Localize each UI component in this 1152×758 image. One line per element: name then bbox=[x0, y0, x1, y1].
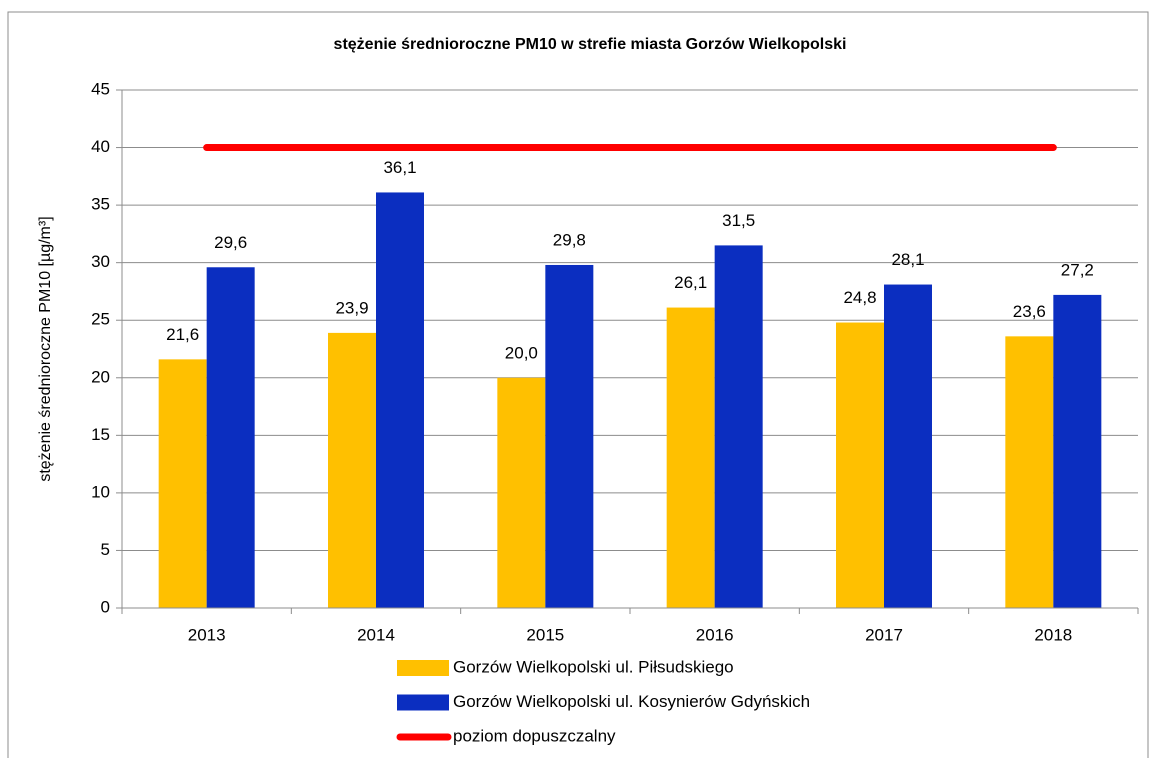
legend-label: Gorzów Wielkopolski ul. Kosynierów Gdyńs… bbox=[453, 692, 810, 711]
bar bbox=[1053, 294, 1102, 608]
y-tick-label: 15 bbox=[91, 425, 110, 444]
x-tick-label: 2014 bbox=[357, 625, 395, 644]
chart-title: stężenie średnioroczne PM10 w strefie mi… bbox=[334, 36, 847, 53]
x-tick-label: 2013 bbox=[188, 625, 226, 644]
x-tick-label: 2015 bbox=[526, 625, 564, 644]
data-label: 31,5 bbox=[722, 211, 755, 230]
data-label: 20,0 bbox=[505, 343, 538, 362]
data-label: 24,8 bbox=[843, 288, 876, 307]
legend-swatch bbox=[397, 694, 449, 711]
legend-swatch bbox=[397, 660, 449, 676]
data-label: 21,6 bbox=[166, 325, 199, 344]
y-tick-label: 5 bbox=[101, 540, 110, 559]
x-tick-label: 2017 bbox=[865, 625, 903, 644]
bar bbox=[545, 264, 594, 608]
x-tick-label: 2016 bbox=[696, 625, 734, 644]
bar bbox=[376, 192, 424, 608]
bar bbox=[666, 307, 715, 608]
bar bbox=[158, 359, 207, 608]
y-tick-label: 45 bbox=[91, 79, 110, 98]
bar bbox=[206, 267, 255, 608]
bar bbox=[714, 245, 763, 608]
data-label: 28,1 bbox=[891, 250, 924, 269]
legend-label: Gorzów Wielkopolski ul. Piłsudskiego bbox=[453, 657, 734, 676]
y-tick-label: 10 bbox=[91, 482, 110, 501]
data-label: 29,8 bbox=[553, 230, 586, 249]
bar bbox=[497, 377, 546, 608]
bar bbox=[1005, 336, 1054, 608]
y-tick-label: 20 bbox=[91, 367, 110, 386]
data-label: 23,9 bbox=[335, 298, 368, 317]
y-tick-label: 0 bbox=[101, 597, 110, 616]
data-label: 29,6 bbox=[214, 233, 247, 252]
data-label: 27,2 bbox=[1061, 260, 1094, 279]
y-axis-label: stężenie średnioroczne PM10 [µg/m³] bbox=[37, 216, 54, 481]
bar bbox=[884, 284, 932, 608]
data-label: 23,6 bbox=[1013, 302, 1046, 321]
y-tick-label: 40 bbox=[91, 137, 110, 156]
bar bbox=[836, 322, 884, 608]
chart-frame bbox=[7, 11, 1149, 758]
y-tick-label: 25 bbox=[91, 310, 110, 329]
y-tick-label: 30 bbox=[91, 252, 110, 271]
x-tick-label: 2018 bbox=[1034, 625, 1072, 644]
data-label: 26,1 bbox=[674, 273, 707, 292]
y-tick-label: 35 bbox=[91, 195, 110, 214]
data-label: 36,1 bbox=[383, 158, 416, 177]
legend-label: poziom dopuszczalny bbox=[453, 726, 616, 745]
bar bbox=[328, 332, 376, 608]
